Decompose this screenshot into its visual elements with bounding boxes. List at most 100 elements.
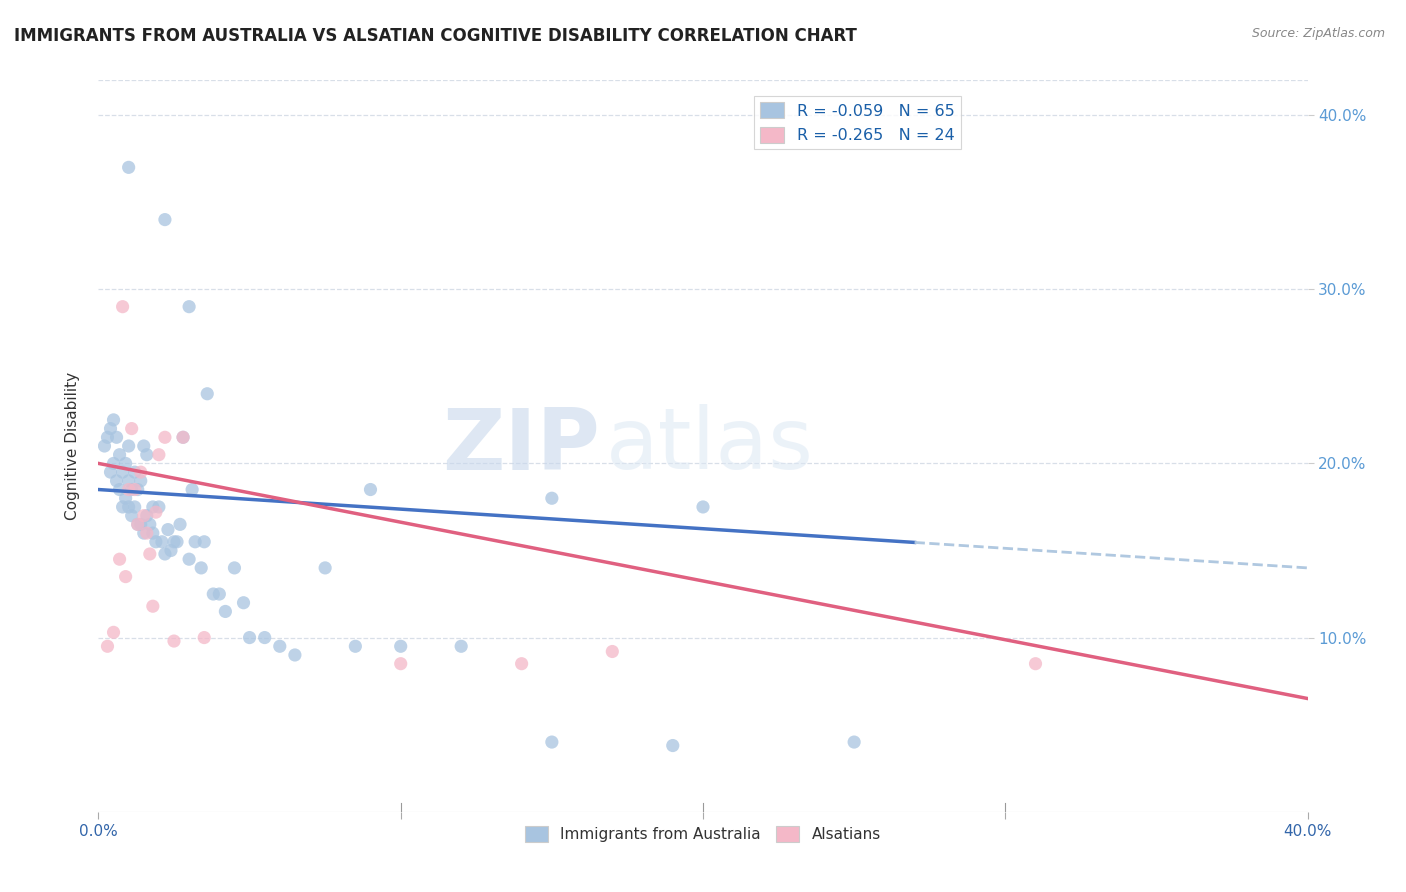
Point [163, 634, 186, 648]
Point [129, 465, 152, 479]
Point [96, 430, 118, 444]
Point [121, 483, 143, 497]
Point [214, 604, 236, 618]
Text: IMMIGRANTS FROM AUSTRALIA VS ALSATIAN COGNITIVE DISABILITY CORRELATION CHART: IMMIGRANTS FROM AUSTRALIA VS ALSATIAN CO… [14, 27, 856, 45]
Point [100, 421, 122, 435]
Point [661, 739, 683, 753]
Point [124, 483, 146, 497]
Point [135, 448, 157, 462]
Point [269, 640, 291, 654]
Point [184, 534, 207, 549]
Point [105, 430, 128, 444]
Point [103, 625, 125, 640]
Point [135, 508, 157, 523]
Point [127, 483, 149, 497]
Point [132, 526, 155, 541]
Point [93, 439, 115, 453]
Point [124, 500, 146, 514]
Point [195, 386, 218, 401]
Point [179, 552, 201, 566]
Point [181, 483, 204, 497]
Point [190, 561, 212, 575]
Point [202, 587, 225, 601]
Point [111, 500, 134, 514]
Point [142, 500, 165, 514]
Point [224, 561, 246, 575]
Point [208, 587, 231, 601]
Point [253, 631, 276, 645]
Point [103, 413, 125, 427]
Point [239, 631, 262, 645]
Point [314, 561, 336, 575]
Point [96, 640, 118, 654]
Point [135, 526, 157, 541]
Point [111, 300, 134, 314]
Point [172, 430, 194, 444]
Point [166, 534, 188, 549]
Point [132, 508, 155, 523]
Point [114, 569, 136, 583]
Point [450, 640, 472, 654]
Point [108, 552, 131, 566]
Point [108, 483, 131, 497]
Point [1024, 657, 1046, 671]
Point [145, 505, 167, 519]
Point [127, 517, 149, 532]
Point [139, 547, 162, 561]
Text: Source: ZipAtlas.com: Source: ZipAtlas.com [1251, 27, 1385, 40]
Point [148, 448, 170, 462]
Point [284, 648, 307, 662]
Point [172, 430, 194, 444]
Point [118, 500, 141, 514]
Point [692, 500, 714, 514]
Point [118, 483, 141, 497]
Point [540, 735, 562, 749]
Point [153, 212, 176, 227]
Point [153, 430, 176, 444]
Point [118, 161, 141, 175]
Point [129, 474, 152, 488]
Point [844, 735, 866, 749]
Point [142, 599, 165, 614]
Point [150, 534, 173, 549]
Point [510, 657, 533, 671]
Point [169, 517, 191, 532]
Point [105, 474, 128, 488]
Text: atlas: atlas [606, 404, 814, 488]
Point [121, 508, 143, 523]
Point [114, 491, 136, 506]
Point [179, 300, 201, 314]
Point [160, 543, 183, 558]
Point [118, 439, 141, 453]
Point [132, 439, 155, 453]
Point [389, 657, 412, 671]
Legend: Immigrants from Australia, Alsatians: Immigrants from Australia, Alsatians [519, 820, 887, 848]
Point [145, 534, 167, 549]
Point [148, 500, 170, 514]
Point [118, 474, 141, 488]
Text: ZIP: ZIP [443, 404, 600, 488]
Point [111, 465, 134, 479]
Point [232, 596, 254, 610]
Point [124, 465, 146, 479]
Point [153, 547, 176, 561]
Point [389, 640, 412, 654]
Y-axis label: Cognitive Disability: Cognitive Disability [65, 372, 80, 520]
Point [193, 534, 215, 549]
Point [121, 421, 143, 435]
Point [360, 483, 382, 497]
Point [142, 526, 165, 541]
Point [156, 523, 179, 537]
Point [193, 631, 215, 645]
Point [602, 644, 624, 658]
Point [127, 517, 149, 532]
Point [344, 640, 367, 654]
Point [163, 534, 186, 549]
Point [103, 457, 125, 471]
Point [108, 448, 131, 462]
Point [540, 491, 562, 506]
Point [129, 517, 152, 532]
Point [114, 457, 136, 471]
Point [100, 465, 122, 479]
Point [139, 517, 162, 532]
